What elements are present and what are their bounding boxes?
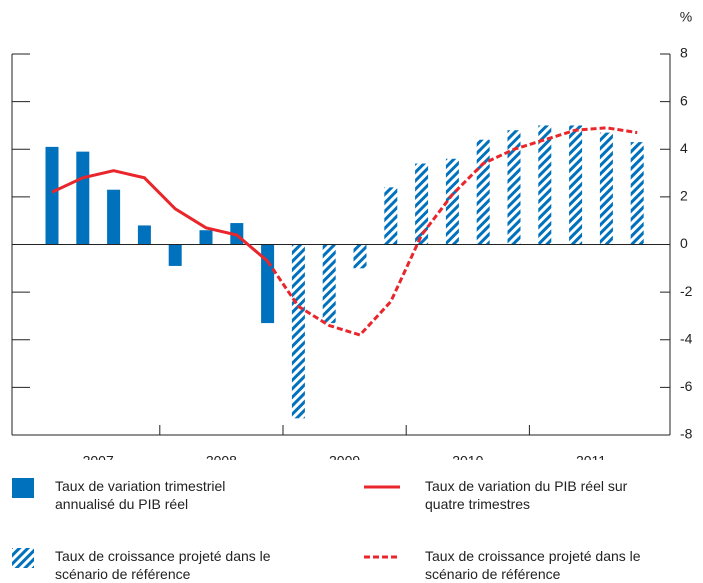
y-tick-label: -8 bbox=[680, 426, 693, 442]
y-tick-label: -2 bbox=[680, 283, 693, 299]
y-tick-label: 6 bbox=[680, 92, 688, 108]
y-tick-label: 4 bbox=[680, 140, 688, 156]
y-tick-label: -6 bbox=[680, 378, 693, 394]
x-tick-label: 2011 bbox=[576, 453, 606, 460]
chart: % -8 -6 -4 -2 0 2 4 6 8 2007 2008 2009 2010 2011 bbox=[11, 9, 693, 460]
x-tick-label: 2008 bbox=[206, 453, 237, 460]
bar bbox=[322, 244, 336, 324]
legend-swatch bbox=[364, 485, 400, 489]
bar bbox=[76, 151, 90, 245]
x-tick-label: 2007 bbox=[83, 453, 114, 460]
swatch bbox=[12, 478, 34, 498]
bar bbox=[199, 230, 213, 245]
x-tick-label: 2009 bbox=[329, 453, 360, 460]
bar bbox=[599, 132, 613, 245]
legend-swatch bbox=[12, 548, 34, 568]
line bbox=[51, 169, 269, 263]
bar bbox=[630, 142, 644, 245]
bar bbox=[445, 158, 459, 245]
x-tick-label: 2010 bbox=[452, 453, 483, 460]
bar bbox=[137, 225, 151, 245]
bar bbox=[168, 244, 182, 266]
bar bbox=[476, 139, 490, 245]
swatch bbox=[12, 548, 34, 568]
y-tick-label: 8 bbox=[680, 45, 688, 61]
bar bbox=[415, 163, 429, 245]
legend-swatch bbox=[12, 478, 34, 498]
y-tick-label: 0 bbox=[680, 235, 688, 251]
bar bbox=[353, 244, 367, 269]
y-unit: % bbox=[680, 9, 692, 25]
bar bbox=[45, 146, 59, 245]
bar bbox=[507, 130, 521, 245]
legend-label: Taux de variation trimestriel annualisé … bbox=[55, 478, 226, 512]
bar bbox=[291, 244, 305, 419]
y-tick-label: 2 bbox=[680, 188, 688, 204]
line bbox=[266, 126, 638, 337]
legend-label: Taux de croissance projeté dans le scéna… bbox=[55, 548, 271, 582]
bar bbox=[538, 125, 552, 245]
bar bbox=[107, 189, 121, 245]
legend-label: Taux de croissance projeté dans le scéna… bbox=[425, 548, 641, 582]
bar bbox=[569, 125, 583, 245]
y-tick-label: -4 bbox=[680, 330, 693, 346]
bar bbox=[384, 187, 398, 245]
legend-swatch bbox=[364, 555, 400, 559]
legend-label: Taux de variation du PIB réel sur quatre… bbox=[425, 478, 628, 512]
